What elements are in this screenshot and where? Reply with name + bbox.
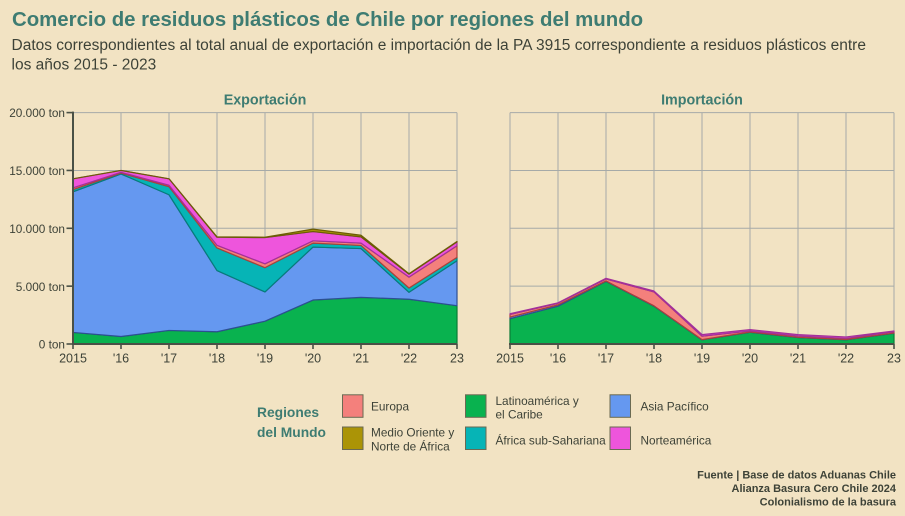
- svg-text:Fuente | Base de datos Aduanas: Fuente | Base de datos Aduanas Chile: [697, 470, 896, 482]
- svg-text:'22: '22: [838, 352, 854, 366]
- svg-text:África sub-Sahariana: África sub-Sahariana: [496, 434, 607, 448]
- svg-text:Colonialismo de la basura: Colonialismo de la basura: [760, 497, 897, 509]
- svg-text:'17: '17: [161, 352, 177, 366]
- svg-text:'20: '20: [742, 352, 758, 366]
- svg-text:10.000 ton: 10.000 ton: [9, 222, 65, 236]
- svg-text:23: 23: [887, 352, 901, 366]
- svg-text:'18: '18: [209, 352, 225, 366]
- svg-text:'21: '21: [353, 352, 369, 366]
- svg-text:'19: '19: [694, 352, 710, 366]
- svg-text:2015: 2015: [496, 352, 524, 366]
- svg-text:'21: '21: [790, 352, 806, 366]
- svg-text:Latinoamérica y: Latinoamérica y: [496, 394, 579, 408]
- svg-text:'16: '16: [550, 352, 566, 366]
- svg-text:Norte de África: Norte de África: [371, 439, 450, 453]
- svg-text:23: 23: [450, 352, 464, 366]
- svg-text:15.000 ton: 15.000 ton: [9, 164, 65, 178]
- svg-text:'17: '17: [598, 352, 614, 366]
- svg-text:Asia Pacífico: Asia Pacífico: [641, 400, 710, 414]
- svg-text:2015: 2015: [59, 352, 87, 366]
- svg-text:Comercio de residuos plásticos: Comercio de residuos plásticos de Chile …: [12, 9, 643, 31]
- svg-text:'20: '20: [305, 352, 321, 366]
- svg-text:Medio Oriente y: Medio Oriente y: [371, 425, 454, 439]
- svg-text:el Caribe: el Caribe: [496, 407, 544, 421]
- svg-text:Exportación: Exportación: [224, 93, 307, 109]
- svg-text:Alianza Basura Cero Chile 2024: Alianza Basura Cero Chile 2024: [732, 483, 897, 495]
- svg-text:Europa: Europa: [371, 400, 409, 414]
- svg-text:'22: '22: [401, 352, 417, 366]
- svg-text:'16: '16: [113, 352, 129, 366]
- svg-text:del Mundo: del Mundo: [257, 425, 326, 440]
- svg-text:5.000 ton: 5.000 ton: [16, 280, 65, 294]
- svg-text:Datos correspondientes al tota: Datos correspondientes al total anual de…: [12, 37, 866, 54]
- svg-text:0 ton: 0 ton: [39, 338, 65, 352]
- svg-text:Importación: Importación: [661, 93, 743, 109]
- svg-text:Regiones: Regiones: [257, 405, 319, 420]
- svg-text:'19: '19: [257, 352, 273, 366]
- svg-text:Norteamérica: Norteamérica: [641, 434, 712, 448]
- svg-text:'18: '18: [646, 352, 662, 366]
- svg-text:los años 2015 - 2023: los años 2015 - 2023: [12, 57, 157, 74]
- svg-text:20.000 ton: 20.000 ton: [9, 106, 65, 120]
